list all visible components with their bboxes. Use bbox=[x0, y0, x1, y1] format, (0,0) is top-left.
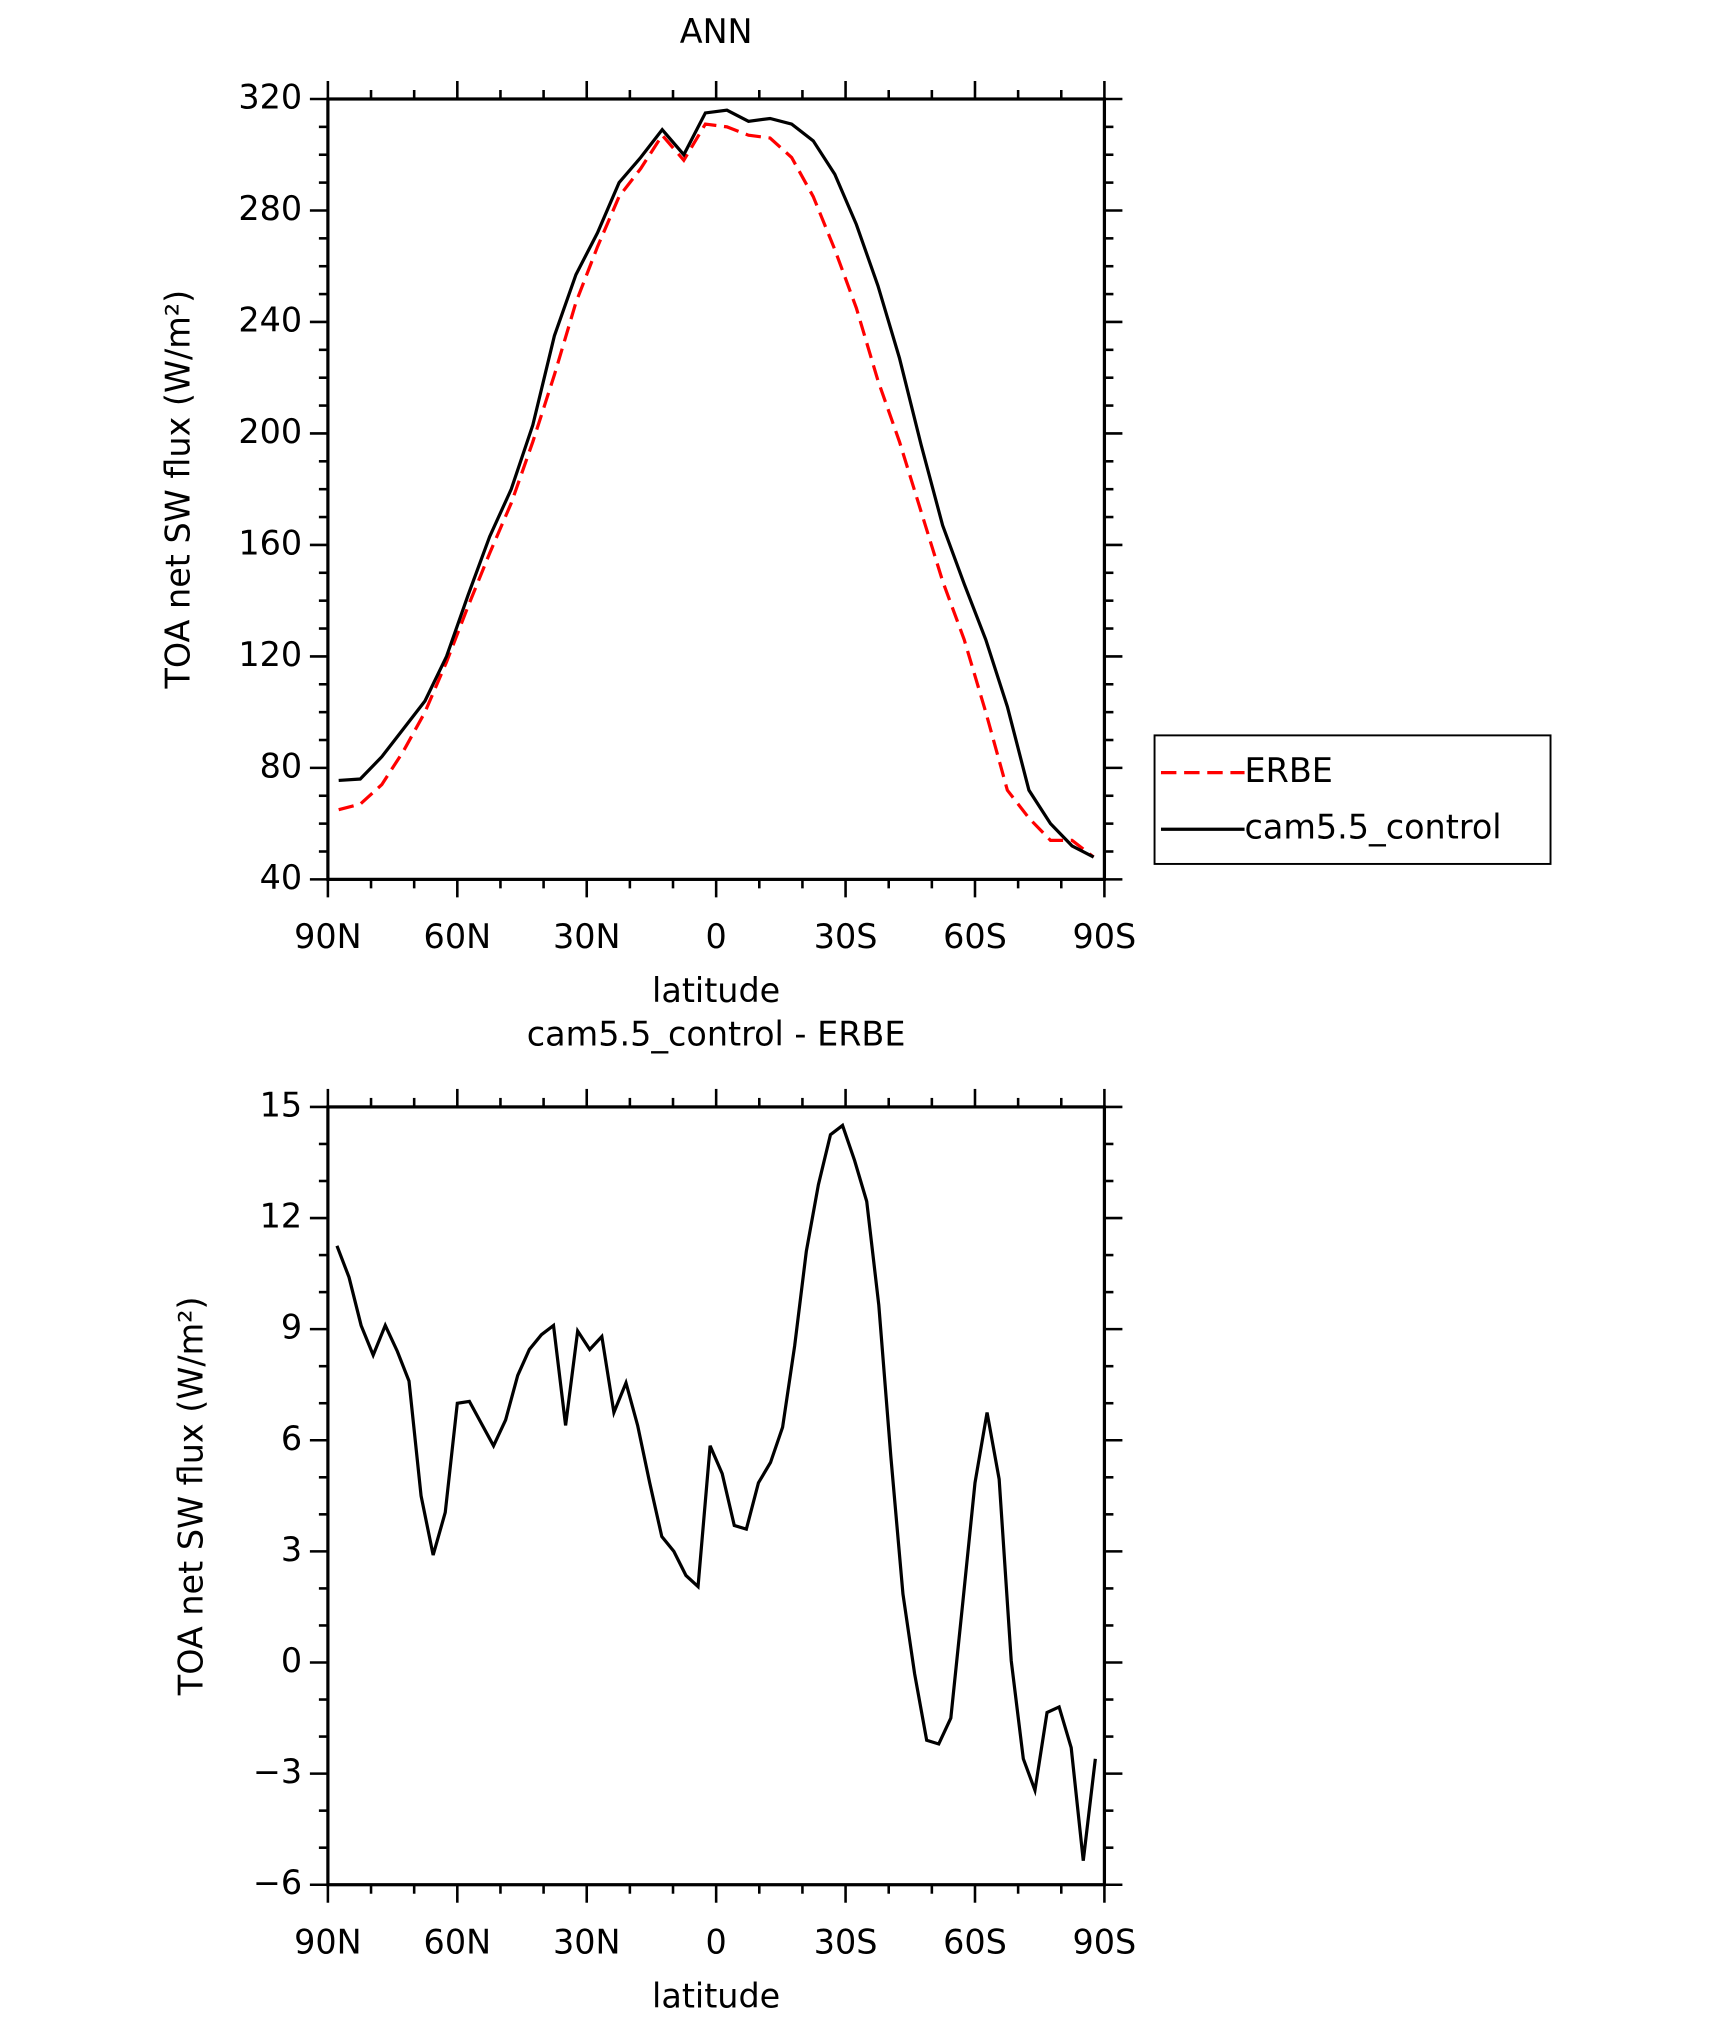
x-tick-label: 60N bbox=[424, 917, 492, 956]
y-tick-label: 80 bbox=[260, 746, 303, 785]
y-tick-label: 9 bbox=[281, 1308, 302, 1347]
y-tick-label: 200 bbox=[238, 412, 302, 451]
y-tick-label: 160 bbox=[238, 523, 302, 562]
y-tick-label: −3 bbox=[253, 1752, 302, 1791]
y-tick-label: 0 bbox=[281, 1641, 302, 1680]
x-axis-label: latitude bbox=[652, 971, 780, 1010]
x-tick-label: 90S bbox=[1073, 1922, 1137, 1961]
y-tick-label: 6 bbox=[281, 1419, 302, 1458]
y-tick-label: 40 bbox=[260, 858, 303, 897]
x-tick-label: 0 bbox=[706, 1922, 727, 1961]
y-axis-label: TOA net SW flux (W/m²) bbox=[159, 290, 198, 690]
x-tick-label: 0 bbox=[706, 917, 727, 956]
legend-label: ERBE bbox=[1245, 751, 1333, 790]
x-tick-label: 30N bbox=[553, 917, 621, 956]
x-tick-label: 90N bbox=[294, 1922, 362, 1961]
x-tick-label: 30N bbox=[553, 1922, 621, 1961]
x-tick-label: 90S bbox=[1073, 917, 1137, 956]
legend-box bbox=[1153, 734, 1552, 865]
chart-title: cam5.5_control - ERBE bbox=[527, 1015, 906, 1054]
x-tick-label: 30S bbox=[814, 1922, 878, 1961]
y-tick-label: 120 bbox=[238, 635, 302, 674]
y-tick-label: 12 bbox=[260, 1197, 303, 1236]
y-tick-label: 3 bbox=[281, 1530, 302, 1569]
y-tick-label: 320 bbox=[238, 77, 302, 116]
x-tick-label: 60S bbox=[943, 1922, 1007, 1961]
y-tick-label: 240 bbox=[238, 300, 302, 339]
legend-label: cam5.5_control bbox=[1245, 808, 1502, 847]
plot-frame bbox=[326, 1105, 1107, 1887]
chart-title: ANN bbox=[680, 12, 753, 51]
x-tick-label: 60S bbox=[943, 917, 1007, 956]
data-line bbox=[338, 108, 1095, 859]
data-line bbox=[338, 122, 1095, 859]
y-tick-label: 15 bbox=[260, 1085, 303, 1124]
x-tick-label: 60N bbox=[424, 1922, 492, 1961]
y-tick-label: −6 bbox=[253, 1863, 302, 1902]
plot-frame bbox=[326, 97, 1107, 881]
y-axis-label: TOA net SW flux (W/m²) bbox=[171, 1296, 210, 1696]
y-tick-label: 280 bbox=[238, 189, 302, 228]
x-tick-label: 90N bbox=[294, 917, 362, 956]
x-axis-label: latitude bbox=[652, 1976, 780, 2015]
data-line bbox=[335, 1122, 1097, 1861]
x-tick-label: 30S bbox=[814, 917, 878, 956]
